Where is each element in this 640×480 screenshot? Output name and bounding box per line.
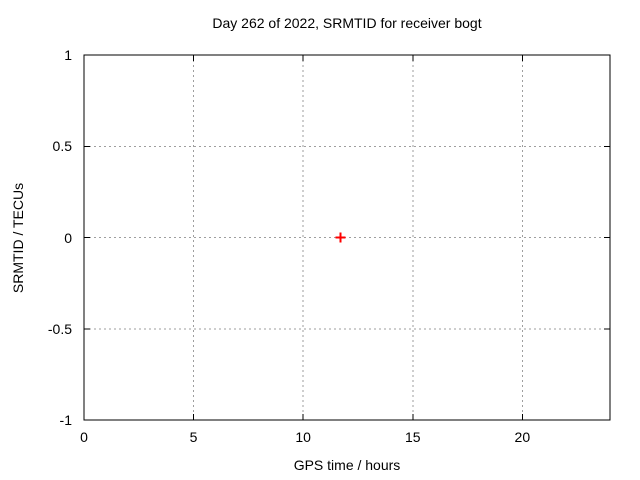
y-tick-label: 0.5 [52,138,72,155]
x-tick-label: 10 [295,429,311,445]
y-tick-label: -1 [59,412,72,428]
x-tick-label: 20 [514,429,531,445]
x-tick-label: 0 [80,429,88,445]
x-tick-label: 5 [189,429,198,445]
chart-title: Day 262 of 2022, SRMTID for receiver bog… [212,15,482,31]
plot-border [83,54,611,421]
x-axis-label: GPS time / hours [293,457,401,473]
y-tick-label: 0 [64,229,72,246]
y-tick-label: 1 [64,47,72,63]
x-tick-label: 15 [404,429,421,445]
y-tick-label: -0.5 [47,320,72,337]
